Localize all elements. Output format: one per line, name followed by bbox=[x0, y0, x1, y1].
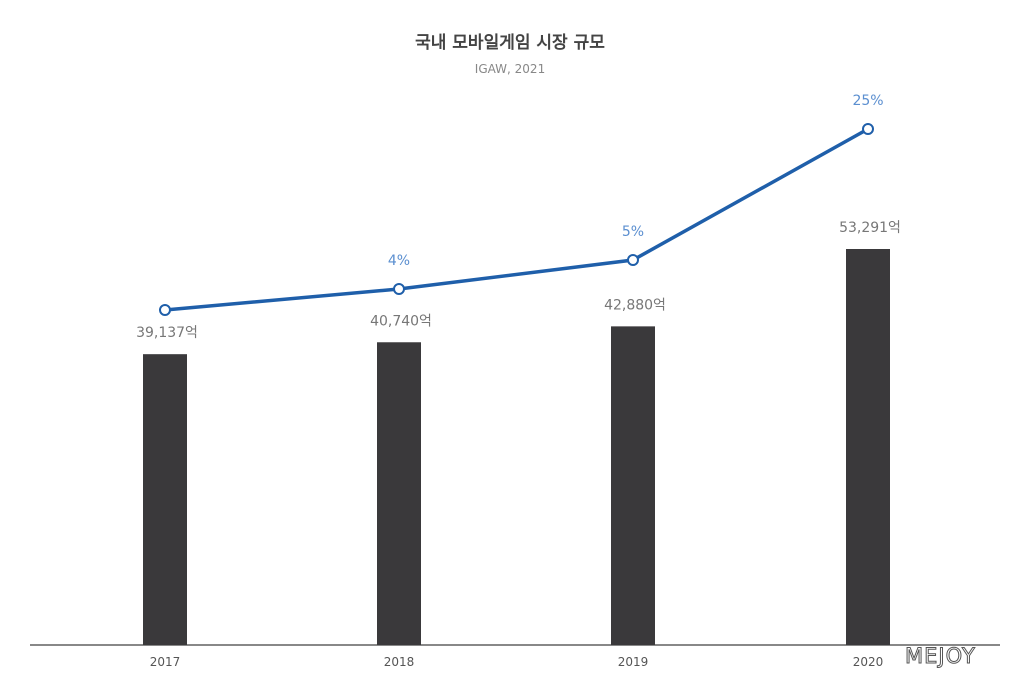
growth-label: 5% bbox=[622, 224, 644, 240]
growth-point bbox=[627, 254, 639, 266]
growth-label: 4% bbox=[388, 253, 410, 269]
bar-value-label: 39,137억 bbox=[136, 325, 198, 341]
bar-value-label: 53,291억 bbox=[839, 220, 901, 236]
bar-value-label: 42,880억 bbox=[604, 297, 666, 313]
x-tick-label: 2017 bbox=[150, 655, 181, 669]
growth-line bbox=[164, 127, 869, 312]
bar bbox=[611, 326, 655, 645]
x-tick-label: 2020 bbox=[853, 655, 884, 669]
chart-subtitle: IGAW, 2021 bbox=[474, 62, 546, 76]
bar bbox=[143, 354, 187, 645]
growth-point bbox=[862, 123, 874, 135]
growth-label: 25% bbox=[852, 93, 883, 109]
bar bbox=[377, 342, 421, 645]
growth-point bbox=[159, 304, 171, 316]
x-tick-label: 2018 bbox=[384, 655, 415, 669]
x-tick-label: 2019 bbox=[618, 655, 649, 669]
chart-title: 국내 모바일게임 시장 규모 bbox=[415, 33, 605, 53]
bar-value-label: 40,740억 bbox=[370, 313, 432, 329]
bar bbox=[846, 249, 890, 645]
growth-point bbox=[393, 283, 405, 295]
watermark: MEJOY bbox=[905, 644, 976, 669]
